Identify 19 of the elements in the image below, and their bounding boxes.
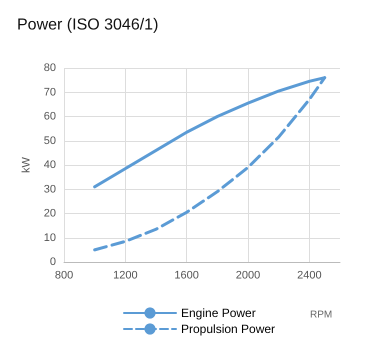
legend-label: Propulsion Power [181, 322, 276, 336]
y-tick-label: 20 [44, 208, 56, 220]
legend-label: Engine Power [181, 306, 256, 320]
y-tick-label: 60 [44, 110, 56, 122]
y-axis-title: kW [20, 156, 32, 173]
y-tick-label: 30 [44, 183, 56, 196]
y-tick-label: 0 [50, 256, 56, 268]
x-tick-label: 1200 [113, 270, 138, 282]
y-tick-label: 80 [44, 62, 56, 74]
y-tick-label: 70 [44, 86, 56, 98]
x-tick-label: 800 [54, 270, 74, 282]
x-axis-title: RPM [310, 310, 332, 320]
y-tick-label: 10 [44, 232, 56, 244]
y-tick-label: 40 [44, 159, 56, 171]
chart-title: Power (ISO 3046/1) [17, 16, 158, 34]
x-tick-label: 1600 [174, 270, 199, 282]
y-tick-label: 50 [44, 134, 56, 147]
x-tick-label: 2000 [236, 270, 260, 282]
x-tick-label: 2400 [297, 270, 322, 282]
